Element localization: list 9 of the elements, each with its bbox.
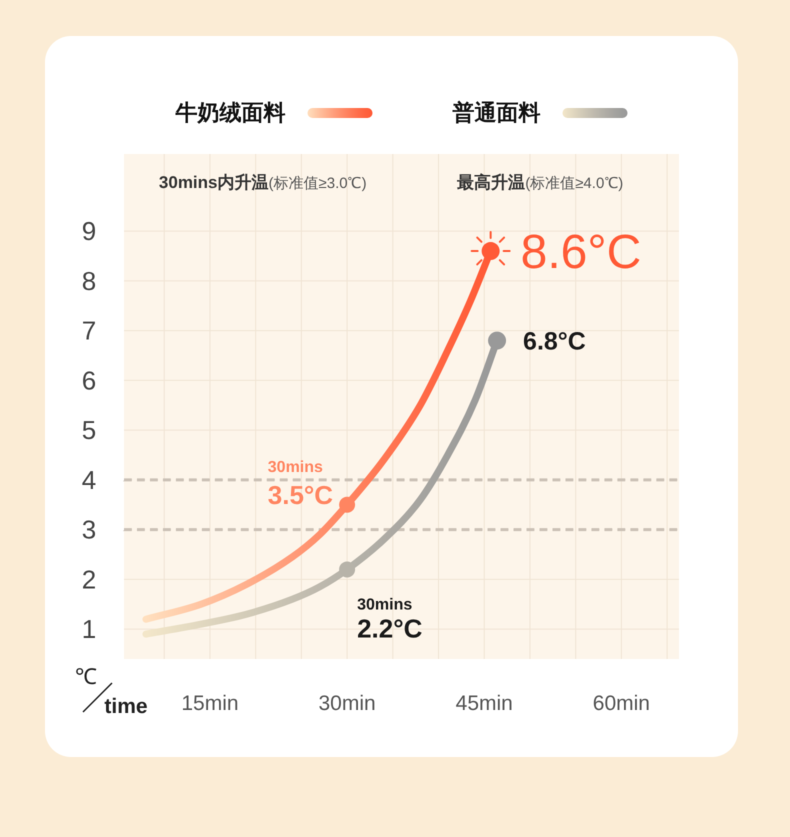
annotation: 30mins 2.2°C [357,596,423,644]
ylabel: ℃ [75,664,97,689]
legend: 牛奶绒面料 普通面料 [176,100,628,125]
annotation: 30mins 3.5°C [268,458,334,510]
legend-label: 牛奶绒面料 [174,100,286,125]
xlabel: time [104,695,148,718]
annotation: 6.8°C [523,328,586,356]
legend-label: 普通面料 [452,100,540,125]
annotation: 8.6°C [520,226,642,280]
